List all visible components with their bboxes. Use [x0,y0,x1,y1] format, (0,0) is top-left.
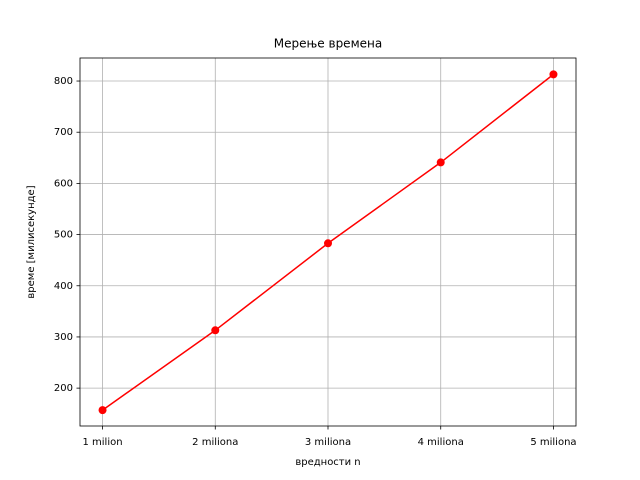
x-axis-label: вредности n [295,457,360,468]
x-tick-label: 1 milion [83,437,123,448]
x-tick-label: 4 miliona [418,437,464,448]
y-tick-label: 200 [54,383,73,394]
y-tick-label: 500 [54,230,73,241]
x-tick-label: 3 miliona [305,437,351,448]
y-tick-label: 600 [54,178,73,189]
y-tick-label: 400 [54,281,73,292]
plot-frame [79,57,577,427]
x-tick-label: 5 miliona [530,437,576,448]
data-point [211,326,220,335]
chart-title: Мерење времена [274,37,382,51]
y-tick-label: 700 [54,127,73,138]
data-point [549,70,558,79]
data-point [436,158,445,167]
y-axis-label: време [милисекунде] [26,185,37,298]
x-tick-label: 2 miliona [192,437,238,448]
data-point [324,239,332,248]
data-point [98,406,107,415]
y-tick-label: 300 [54,332,73,343]
y-tick-label: 800 [54,76,73,87]
